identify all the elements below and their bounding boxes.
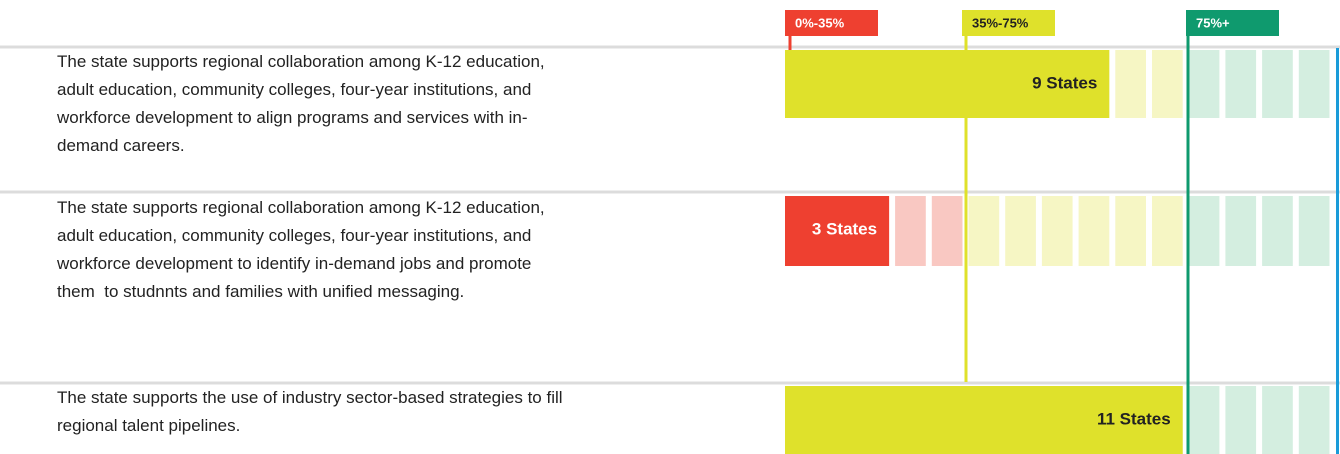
background-cell xyxy=(1225,50,1257,118)
bar xyxy=(785,386,1183,454)
bar-label: 9 States xyxy=(1032,73,1097,92)
background-cell xyxy=(1188,386,1220,454)
statement: The state supports the use of industry s… xyxy=(57,384,563,440)
background-cell xyxy=(1298,386,1330,454)
statement-line: demand careers. xyxy=(57,136,185,155)
threshold-box xyxy=(962,10,1055,36)
threshold-line xyxy=(788,30,792,50)
statement-line: The state supports regional collaboratio… xyxy=(57,198,545,217)
statement-line: them to studnnts and families with unifi… xyxy=(57,282,465,301)
threshold-label: 35%-75% xyxy=(972,15,1029,30)
statement: The state supports regional collaboratio… xyxy=(57,194,545,306)
row-separator xyxy=(0,45,1340,49)
threshold-label: 0%-35% xyxy=(795,15,845,30)
statement-line: The state supports regional collaboratio… xyxy=(57,52,545,71)
threshold-box xyxy=(785,10,878,36)
threshold-line xyxy=(964,30,968,382)
background-cell xyxy=(1262,196,1293,266)
background-cell xyxy=(968,196,1000,266)
statement-line: The state supports the use of industry s… xyxy=(57,388,563,407)
background-cell xyxy=(1188,50,1220,118)
bar xyxy=(785,196,890,266)
statement-line: workforce development to identify in-dem… xyxy=(57,254,532,273)
background-cell xyxy=(1152,50,1183,118)
row-separator xyxy=(0,381,1340,385)
statement: The state supports regional collaboratio… xyxy=(57,48,545,160)
background-cell xyxy=(1041,196,1073,266)
background-cell xyxy=(1078,196,1110,266)
background-cell xyxy=(1115,196,1146,266)
background-cell xyxy=(1298,196,1330,266)
threshold-label: 75%+ xyxy=(1196,15,1230,30)
bar-label: 11 States xyxy=(1097,409,1171,428)
edge-line xyxy=(1336,48,1339,454)
background-cell xyxy=(1298,50,1330,118)
threshold-box xyxy=(1186,10,1279,36)
background-cell xyxy=(1152,196,1183,266)
bar-label: 3 States xyxy=(812,219,877,238)
bar xyxy=(785,50,1110,118)
threshold-line xyxy=(1186,30,1190,454)
background-cell xyxy=(895,196,926,266)
statement-line: adult education, community colleges, fou… xyxy=(57,80,532,99)
background-cell xyxy=(1225,196,1257,266)
background-cell xyxy=(1262,386,1293,454)
background-cell xyxy=(1005,196,1036,266)
background-cell xyxy=(931,196,963,266)
row-separator xyxy=(0,190,1340,194)
statement-line: regional talent pipelines. xyxy=(57,416,241,435)
background-cell xyxy=(1262,50,1293,118)
background-cell xyxy=(1225,386,1257,454)
statement-line: adult education, community colleges, fou… xyxy=(57,226,532,245)
background-cell xyxy=(1188,196,1220,266)
background-cell xyxy=(1115,50,1146,118)
statement-line: workforce development to align programs … xyxy=(57,108,528,127)
